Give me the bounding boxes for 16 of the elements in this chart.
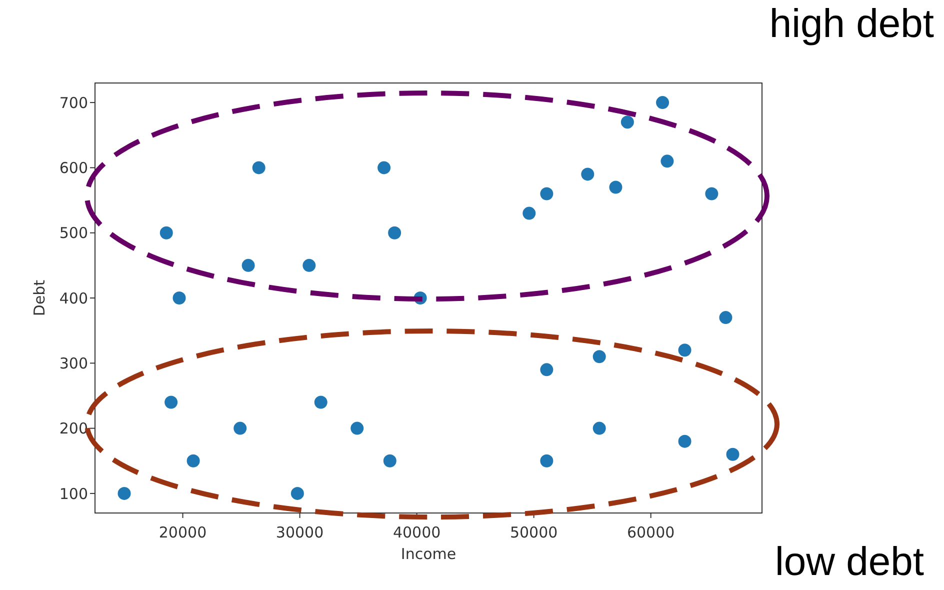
y-tick-label: 400 [59, 289, 88, 308]
y-tick-label: 300 [59, 354, 88, 372]
y-tick-label: 500 [59, 224, 88, 242]
x-tick-label: 50000 [510, 524, 558, 542]
text: low debt [775, 540, 924, 585]
x-tick-label: 20000 [158, 524, 207, 542]
text: high debt [769, 2, 934, 47]
y-tick-label: 200 [59, 420, 88, 438]
y-tick-label: 600 [59, 159, 88, 178]
x-tick-label: 30000 [276, 524, 324, 542]
y-tick-label: 700 [59, 94, 88, 112]
x-axis-title: Income [400, 545, 456, 563]
y-axis-title: Debt [30, 280, 48, 316]
x-tick-label: 40000 [392, 524, 441, 542]
x-tick-label: 60000 [626, 524, 675, 542]
y-tick-label: 100 [59, 484, 88, 503]
